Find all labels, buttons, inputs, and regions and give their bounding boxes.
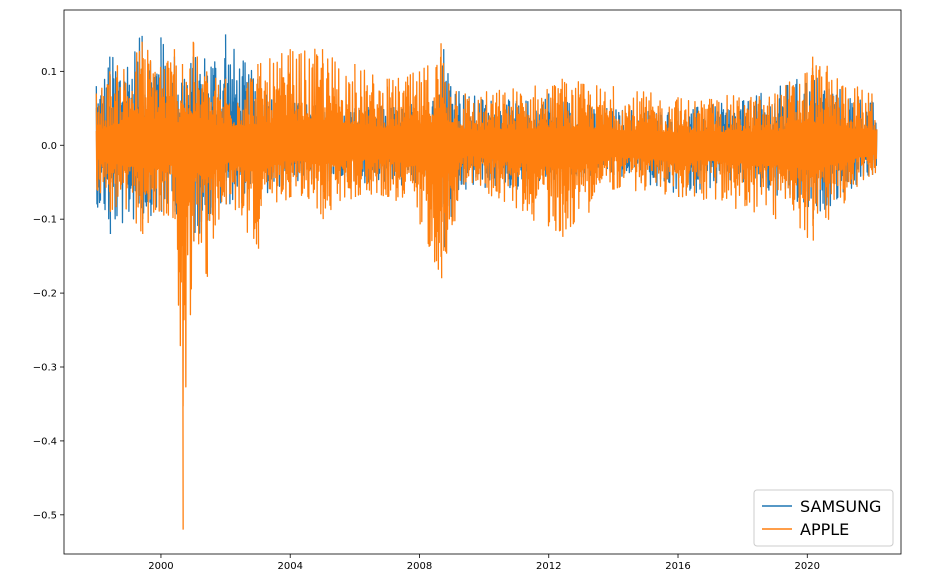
y-tick-label: −0.3	[33, 363, 57, 374]
legend-label-apple: APPLE	[800, 520, 849, 539]
plot-frame	[63, 9, 902, 555]
x-tick-label: 2008	[407, 561, 432, 572]
legend: SAMSUNG APPLE	[753, 489, 894, 547]
y-tick-label: 0.1	[41, 67, 57, 78]
legend-box	[753, 489, 894, 547]
y-tick-label: −0.4	[33, 436, 57, 447]
x-tick-label: 2004	[277, 561, 302, 572]
series-layer	[95, 34, 878, 530]
x-tick-label: 2000	[148, 561, 173, 572]
x-tick-label: 2020	[795, 561, 820, 572]
y-tick-label: −0.1	[33, 215, 57, 226]
legend-label-samsung: SAMSUNG	[800, 497, 881, 516]
x-tick-label: 2016	[665, 561, 690, 572]
y-axis: 0.1 0.0 −0.1 −0.2 −0.3 −0.4 −0.5	[33, 67, 64, 521]
y-tick-label: −0.2	[33, 289, 57, 300]
series-line-apple	[95, 41, 878, 530]
x-axis: 2000 2004 2008 2012 2016 2020	[148, 554, 820, 572]
y-tick-label: 0.0	[41, 141, 57, 152]
y-tick-label: −0.5	[33, 510, 57, 521]
x-tick-label: 2012	[536, 561, 561, 572]
